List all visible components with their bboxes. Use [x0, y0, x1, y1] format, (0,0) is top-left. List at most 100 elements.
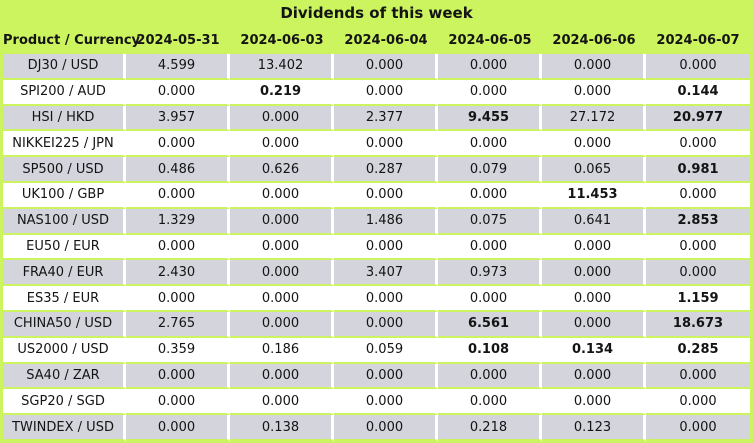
dividend-value-cell: 0.138 [230, 415, 334, 441]
dividend-value-cell: 0.219 [230, 79, 334, 106]
dividend-value-cell: 1.159 [646, 286, 750, 312]
dividends-table: Product / Currency 2024-05-31 2024-06-03 2… [3, 26, 750, 441]
dividend-value-cell: 0.359 [126, 337, 230, 364]
dividend-value-cell: 0.000 [334, 389, 438, 416]
dividend-value-cell: 0.626 [230, 157, 334, 183]
column-header-date: 2024-06-03 [230, 26, 334, 54]
dividend-value-cell: 0.000 [646, 389, 750, 416]
dividend-value-cell: 0.486 [126, 157, 230, 183]
dividend-value-cell: 0.000 [334, 415, 438, 441]
row-label-product: TWINDEX / USD [3, 415, 126, 441]
row-label-product: DJ30 / USD [3, 54, 126, 80]
dividend-value-cell: 0.186 [230, 337, 334, 364]
dividends-table-container: Product / Currency 2024-05-31 2024-06-03 2… [0, 26, 753, 443]
table-row: SA40 / ZAR 0.000 0.000 0.000 0.000 0.000 0.000 [3, 363, 750, 390]
dividend-value-cell: 18.673 [646, 311, 750, 338]
row-label-product: EU50 / EUR [3, 234, 126, 261]
column-header-date: 2024-06-07 [646, 26, 750, 54]
dividend-value-cell: 0.108 [438, 337, 542, 364]
dividend-value-cell: 0.000 [230, 208, 334, 235]
table-row: US2000 / USD 0.359 0.186 0.059 0.108 0.134 0.2… [3, 337, 750, 364]
dividend-value-cell: 0.075 [438, 208, 542, 235]
dividend-value-cell: 1.329 [126, 208, 230, 235]
dividend-value-cell: 0.000 [646, 182, 750, 209]
row-label-product: ES35 / EUR [3, 286, 126, 312]
dividend-value-cell: 2.430 [126, 260, 230, 287]
dividend-value-cell: 0.000 [646, 260, 750, 287]
dividend-value-cell: 4.599 [126, 54, 230, 80]
dividend-value-cell: 0.000 [126, 415, 230, 441]
dividend-value-cell: 0.981 [646, 157, 750, 183]
dividend-value-cell: 0.000 [334, 79, 438, 106]
dividend-value-cell: 0.000 [542, 389, 646, 416]
dividend-value-cell: 0.134 [542, 337, 646, 364]
dividend-value-cell: 0.000 [230, 363, 334, 390]
dividend-value-cell: 3.957 [126, 105, 230, 132]
table-row: SPI200 / AUD 0.000 0.219 0.000 0.000 0.000 0.1… [3, 79, 750, 106]
dividend-value-cell: 0.000 [334, 311, 438, 338]
dividend-value-cell: 0.000 [646, 415, 750, 441]
dividend-value-cell: 0.000 [646, 234, 750, 261]
dividend-value-cell: 0.000 [646, 363, 750, 390]
dividend-value-cell: 0.000 [542, 54, 646, 80]
dividend-value-cell: 0.000 [126, 182, 230, 209]
dividend-value-cell: 1.486 [334, 208, 438, 235]
dividend-value-cell: 0.000 [126, 286, 230, 312]
dividend-value-cell: 0.000 [542, 260, 646, 287]
dividend-value-cell: 0.000 [126, 363, 230, 390]
dividend-value-cell: 0.000 [646, 54, 750, 80]
table-header-row: Product / Currency 2024-05-31 2024-06-03 2… [3, 26, 750, 54]
dividend-value-cell: 0.000 [438, 363, 542, 390]
table-row: NIKKEI225 / JPN 0.000 0.000 0.000 0.000 0.000… [3, 131, 750, 158]
dividend-value-cell: 0.000 [438, 182, 542, 209]
page-title: Dividends of this week [280, 4, 473, 22]
column-header-date: 2024-06-05 [438, 26, 542, 54]
column-header-date: 2024-06-04 [334, 26, 438, 54]
dividend-value-cell: 0.000 [542, 79, 646, 106]
table-row: SP500 / USD 0.486 0.626 0.287 0.079 0.065 0.98… [3, 157, 750, 183]
table-row: UK100 / GBP 0.000 0.000 0.000 0.000 11.453 0.0… [3, 182, 750, 209]
dividend-value-cell: 0.000 [334, 182, 438, 209]
dividend-value-cell: 2.853 [646, 208, 750, 235]
product-currency-header: Product / Currency [3, 26, 140, 54]
row-label-product: CHINA50 / USD [3, 311, 126, 338]
dividend-value-cell: 0.285 [646, 337, 750, 364]
dividend-value-cell: 0.000 [542, 311, 646, 338]
table-row: SGP20 / SGD 0.000 0.000 0.000 0.000 0.000 0.00… [3, 389, 750, 416]
dividend-value-cell: 0.123 [542, 415, 646, 441]
dividend-value-cell: 0.144 [646, 79, 750, 106]
dividend-value-cell: 0.000 [438, 131, 542, 158]
row-label-product: FRA40 / EUR [3, 260, 126, 287]
dividend-value-cell: 0.000 [542, 234, 646, 261]
dividend-value-cell: 0.000 [230, 105, 334, 132]
dividend-value-cell: 0.000 [438, 79, 542, 106]
dividend-value-cell: 0.218 [438, 415, 542, 441]
table-row: FRA40 / EUR 2.430 0.000 3.407 0.973 0.000 0.00… [3, 260, 750, 287]
dividend-value-cell: 13.402 [230, 54, 334, 80]
row-label-product: SGP20 / SGD [3, 389, 126, 416]
dividend-value-cell: 6.561 [438, 311, 542, 338]
dividend-value-cell: 2.765 [126, 311, 230, 338]
table-row: TWINDEX / USD 0.000 0.138 0.000 0.218 0.123 0.… [3, 415, 750, 441]
row-label-product: SP500 / USD [3, 157, 126, 183]
table-row: HSI / HKD 3.957 0.000 2.377 9.455 27.172 20.97… [3, 105, 750, 132]
dividend-value-cell: 9.455 [438, 105, 542, 132]
table-row: DJ30 / USD 4.599 13.402 0.000 0.000 0.000 0.00… [3, 54, 750, 80]
dividend-value-cell: 0.000 [438, 54, 542, 80]
dividend-value-cell: 0.000 [230, 311, 334, 338]
dividend-value-cell: 0.000 [126, 389, 230, 416]
dividend-value-cell: 0.000 [334, 234, 438, 261]
dividend-value-cell: 27.172 [542, 105, 646, 132]
table-row: NAS100 / USD 1.329 0.000 1.486 0.075 0.641 2.8… [3, 208, 750, 235]
dividend-value-cell: 0.000 [126, 234, 230, 261]
dividend-value-cell: 0.000 [542, 131, 646, 158]
dividend-value-cell: 0.287 [334, 157, 438, 183]
dividend-value-cell: 0.000 [126, 79, 230, 106]
dividend-value-cell: 0.000 [126, 131, 230, 158]
dividend-value-cell: 0.000 [334, 286, 438, 312]
column-header-date: 2024-05-31 [126, 26, 230, 54]
row-label-product: UK100 / GBP [3, 182, 126, 209]
dividend-value-cell: 0.000 [438, 286, 542, 312]
dividend-value-cell: 0.000 [334, 363, 438, 390]
